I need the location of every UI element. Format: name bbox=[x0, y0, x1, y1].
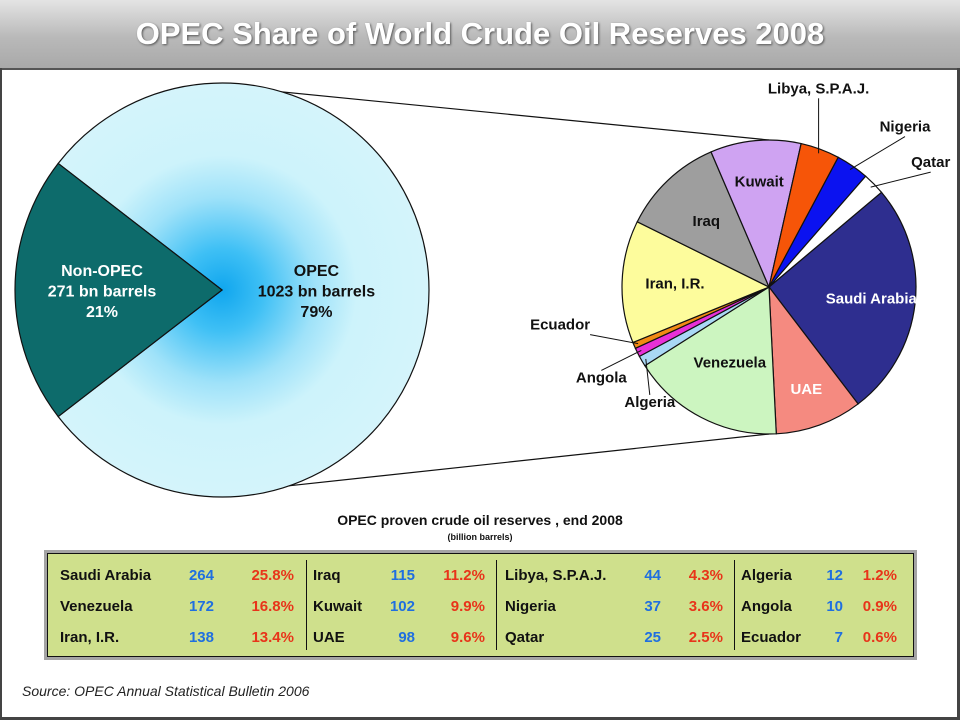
reserves-value: 264 bbox=[188, 567, 214, 584]
reserves-value: 12 bbox=[826, 567, 843, 584]
reserves-value: 98 bbox=[398, 629, 415, 646]
share-percent: 3.6% bbox=[688, 598, 723, 615]
share-percent: 9.9% bbox=[450, 598, 485, 615]
share-percent: 0.9% bbox=[862, 598, 897, 615]
table-row-iraq: Iraq 115 11.2% bbox=[307, 560, 497, 591]
share-percent: 9.6% bbox=[450, 629, 485, 646]
country-name: Algeria bbox=[741, 567, 792, 584]
share-percent: 25.8% bbox=[251, 567, 294, 584]
table-row-iran-i-r: Iran, I.R. 138 13.4% bbox=[52, 622, 306, 653]
reserves-value: 172 bbox=[188, 598, 214, 615]
table-title: OPEC proven crude oil reserves , end 200… bbox=[337, 512, 623, 528]
title-bar bbox=[0, 0, 960, 68]
pie-label-iraq: Iraq bbox=[693, 213, 721, 230]
pie-slice-opec bbox=[57, 82, 430, 498]
reserves-value: 138 bbox=[188, 629, 214, 646]
frame-border-top bbox=[0, 68, 960, 70]
table-row-angola: Angola 10 0.9% bbox=[735, 591, 911, 622]
pie-slice-kuwait bbox=[710, 139, 802, 289]
pie-label-uae: UAE bbox=[790, 381, 822, 398]
reserves-value: 102 bbox=[389, 598, 415, 615]
share-percent: 13.4% bbox=[251, 629, 294, 646]
table-row-uae: UAE 98 9.6% bbox=[307, 622, 497, 653]
source-note: Source: OPEC Annual Statistical Bulletin… bbox=[22, 683, 310, 699]
pie-charts: OPEC 1023 bn barrels 79% Non-OPEC 271 bn bar… bbox=[14, 80, 950, 498]
frame-border-bottom bbox=[0, 717, 960, 720]
leader-line-angola bbox=[601, 349, 642, 371]
country-name: Iran, I.R. bbox=[60, 629, 120, 646]
share-percent: 4.3% bbox=[688, 567, 723, 584]
table-column: Libya, S.P.A.J. 44 4.3% Nigeria 37 3.6% Qatar 2… bbox=[496, 560, 735, 650]
table-row-nigeria: Nigeria 37 3.6% bbox=[497, 591, 735, 622]
pie-label-kuwait: Kuwait bbox=[735, 174, 784, 191]
table-row-kuwait: Kuwait 102 9.9% bbox=[307, 591, 497, 622]
pie-label-libya-s-p-a-j: Libya, S.P.A.J. bbox=[768, 80, 869, 97]
table-column: Saudi Arabia 264 25.8% Venezuela 172 16.8% Ira… bbox=[52, 560, 306, 650]
opec-members-pie-labels: Saudi Arabia UAE Venezuela Algeria Angola Ecu… bbox=[530, 80, 950, 411]
connector-line-bottom bbox=[221, 433, 770, 494]
country-name: Libya, S.P.A.J. bbox=[505, 567, 607, 584]
connector-line-top bbox=[221, 85, 770, 141]
reserves-value: 115 bbox=[390, 567, 415, 584]
opec-members-pie bbox=[621, 139, 917, 435]
pie-label-opec: OPEC 1023 bn barrels 79% bbox=[258, 263, 376, 321]
reserves-value: 25 bbox=[644, 629, 661, 646]
country-name: Venezuela bbox=[60, 598, 133, 615]
reserves-value: 44 bbox=[644, 567, 661, 584]
leader-line-qatar bbox=[870, 171, 931, 188]
reserves-value: 10 bbox=[826, 598, 843, 615]
explode-connector-lines bbox=[221, 85, 770, 494]
page-title: OPEC Share of World Crude Oil Reserves 2… bbox=[135, 16, 825, 51]
pie-label-saudi-arabia: Saudi Arabia bbox=[826, 290, 918, 307]
frame-border-right bbox=[957, 68, 960, 720]
pie-slice-non-opec bbox=[14, 162, 223, 418]
pie-label-iran-i-r: Iran, I.R. bbox=[645, 276, 704, 293]
share-percent: 16.8% bbox=[251, 598, 294, 615]
reserves-value: 7 bbox=[834, 629, 843, 646]
country-name: Nigeria bbox=[505, 598, 556, 615]
reserves-table: Saudi Arabia 264 25.8% Venezuela 172 16.8% Ira… bbox=[44, 550, 917, 660]
share-percent: 0.6% bbox=[862, 629, 897, 646]
frame-border-left bbox=[0, 68, 2, 720]
pie-slice-iran-i-r bbox=[621, 220, 771, 344]
table-row-ecuador: Ecuador 7 0.6% bbox=[735, 622, 911, 653]
table-column: Iraq 115 11.2% Kuwait 102 9.9% UAE 98 9.6% bbox=[306, 560, 497, 650]
table-row-saudi-arabia: Saudi Arabia 264 25.8% bbox=[52, 560, 306, 591]
country-name: Angola bbox=[741, 598, 792, 615]
table-row-libya-s-p-a-j: Libya, S.P.A.J. 44 4.3% bbox=[497, 560, 735, 591]
pie-label-angola: Angola bbox=[576, 369, 627, 386]
table-column: Algeria 12 1.2% Angola 10 0.9% Ecuador 7 0.6% bbox=[734, 560, 911, 650]
table-row-venezuela: Venezuela 172 16.8% bbox=[52, 591, 306, 622]
pie-label-venezuela: Venezuela bbox=[694, 355, 767, 372]
country-name: Ecuador bbox=[741, 629, 802, 646]
pie-slice-saudi-arabia bbox=[768, 191, 917, 405]
country-name: UAE bbox=[313, 629, 345, 646]
country-name: Iraq bbox=[313, 567, 341, 584]
pie-slice-qatar bbox=[768, 175, 883, 288]
country-name: Kuwait bbox=[313, 598, 363, 615]
pie-label-qatar: Qatar bbox=[911, 154, 950, 171]
share-percent: 1.2% bbox=[862, 567, 897, 584]
pie-label-nigeria: Nigeria bbox=[880, 119, 932, 136]
country-name: Saudi Arabia bbox=[60, 567, 152, 584]
reserves-table-body: Saudi Arabia 264 25.8% Venezuela 172 16.8% Ira… bbox=[47, 553, 914, 657]
opec-pie bbox=[14, 82, 430, 498]
pie-label-non-opec: Non-OPEC 271 bn barrels 21% bbox=[48, 263, 157, 321]
table-row-qatar: Qatar 25 2.5% bbox=[497, 622, 735, 653]
opec-pie-labels: OPEC 1023 bn barrels 79% Non-OPEC 271 bn bar… bbox=[48, 263, 375, 321]
reserves-value: 37 bbox=[644, 598, 661, 615]
pie-label-algeria: Algeria bbox=[624, 394, 676, 411]
pie-label-ecuador: Ecuador bbox=[530, 317, 590, 334]
leader-line-nigeria bbox=[849, 136, 906, 171]
country-name: Qatar bbox=[505, 629, 545, 646]
share-percent: 11.2% bbox=[443, 567, 485, 584]
leader-line-algeria bbox=[645, 358, 651, 395]
leader-line-ecuador bbox=[590, 334, 639, 345]
pie-slice-venezuela bbox=[644, 285, 777, 435]
table-subtitle: (billion barrels) bbox=[447, 532, 513, 542]
share-percent: 2.5% bbox=[688, 629, 723, 646]
table-row-algeria: Algeria 12 1.2% bbox=[735, 560, 911, 591]
pie-slice-uae bbox=[768, 285, 859, 435]
pie-slice-iraq bbox=[636, 151, 771, 289]
